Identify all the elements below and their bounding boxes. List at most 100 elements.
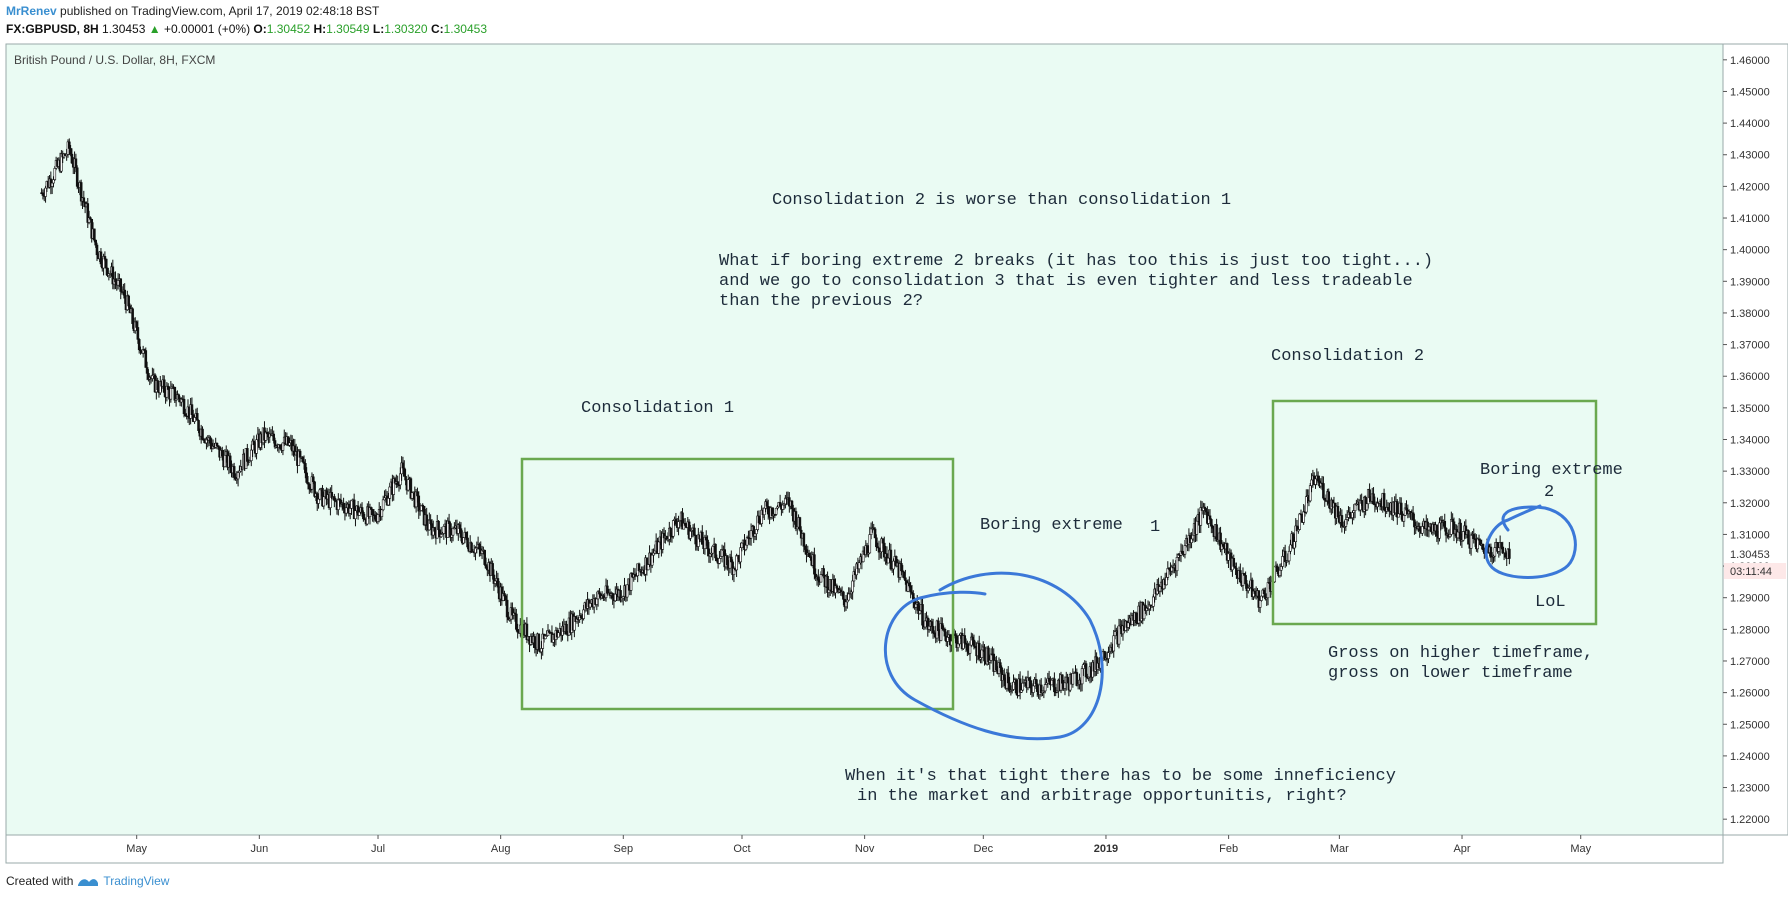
candle <box>329 487 332 516</box>
candle <box>939 617 943 642</box>
candle-body <box>718 558 721 564</box>
price-axis[interactable] <box>1722 43 1788 836</box>
candle <box>217 445 220 450</box>
candle-body <box>1467 530 1470 545</box>
x-tick-label: Feb <box>1219 843 1238 855</box>
candle-body <box>89 217 92 220</box>
candle-body <box>504 595 508 601</box>
y-tick-label: 1.32000 <box>1730 498 1770 510</box>
candle-body <box>1241 573 1245 586</box>
candle-body <box>94 239 97 246</box>
candle-body <box>1165 577 1168 586</box>
candle <box>958 633 961 647</box>
candle <box>1395 499 1399 525</box>
candle-body <box>861 550 865 563</box>
candle-body <box>963 635 967 644</box>
candle-body <box>613 593 617 602</box>
candle-body <box>611 593 614 599</box>
candle-body <box>484 564 488 569</box>
candle-body <box>464 531 468 539</box>
candle <box>82 190 86 207</box>
candle-body <box>689 530 692 539</box>
candle-body <box>114 278 117 283</box>
candle-body <box>826 575 829 593</box>
candle <box>139 346 142 355</box>
consolidation-2-box <box>1271 399 1598 626</box>
candle-body <box>1322 483 1325 499</box>
candle-body <box>447 520 451 524</box>
candle <box>137 338 141 354</box>
candle <box>99 248 103 268</box>
candle-body <box>369 507 373 510</box>
candle-body <box>223 454 227 468</box>
candle <box>1061 674 1064 691</box>
candle-body <box>228 455 232 468</box>
candle <box>671 520 675 539</box>
candle <box>1493 542 1497 562</box>
candle-body <box>74 158 78 169</box>
candle-body <box>1283 550 1287 563</box>
candle <box>1165 572 1168 586</box>
candle-body <box>1191 534 1195 540</box>
candle-body <box>1395 501 1399 518</box>
candle-body <box>106 267 109 276</box>
candle-body <box>1258 600 1262 608</box>
candle <box>1340 509 1344 533</box>
candle <box>131 307 134 329</box>
candle-body <box>238 470 241 473</box>
time-axis[interactable] <box>5 834 1724 864</box>
candle-body <box>437 520 440 531</box>
candle <box>718 550 721 565</box>
candle-body <box>1075 672 1079 686</box>
candle-body <box>921 604 924 626</box>
candle <box>1266 577 1270 606</box>
candle-body <box>358 511 361 516</box>
candle-body <box>79 182 83 202</box>
candle-body <box>348 508 352 514</box>
author-name[interactable]: MrRenev <box>6 4 57 18</box>
candle-body <box>418 510 422 512</box>
candle-body <box>1066 676 1069 683</box>
candle <box>1402 513 1406 528</box>
candle-body <box>1493 547 1497 557</box>
candle <box>421 503 425 513</box>
candle-body <box>1260 595 1263 601</box>
candle <box>1112 629 1116 658</box>
candle-body <box>1472 534 1476 539</box>
candle <box>273 437 277 450</box>
open-label: O: <box>253 22 267 36</box>
candle-body <box>1427 526 1431 531</box>
candle <box>794 507 798 532</box>
candle-body <box>1497 547 1501 552</box>
candle-body <box>941 623 944 630</box>
candle-body <box>544 635 547 640</box>
x-tick-label: Mar <box>1330 843 1349 855</box>
candle-body <box>1489 546 1493 558</box>
candle-body <box>123 289 126 299</box>
tradingview-brand-link[interactable]: TradingView <box>103 874 170 888</box>
candle <box>1444 527 1448 543</box>
candle-body <box>683 523 687 526</box>
candle <box>625 584 629 602</box>
candle <box>1183 539 1187 559</box>
candle <box>380 508 384 521</box>
candle-body <box>1107 652 1110 659</box>
candle-body <box>1063 682 1067 689</box>
candle <box>700 525 704 545</box>
candle <box>694 534 698 551</box>
candle <box>418 502 422 516</box>
candle-body <box>598 591 601 595</box>
candle-body <box>53 168 57 180</box>
candle-body <box>362 512 365 520</box>
annotation-question-line-3: than the previous 2? <box>719 292 923 311</box>
candle-body <box>1397 513 1400 518</box>
candle-body <box>844 601 848 608</box>
candle-body <box>180 398 183 403</box>
candle-body <box>781 504 785 510</box>
candle-body <box>1043 684 1047 692</box>
candle-body <box>383 497 386 501</box>
candle-body <box>451 528 455 536</box>
symbol-info: FX:GBPUSD, 8H 1.30453 ▲ +0.00001 (+0%) O… <box>6 22 487 36</box>
candle-body <box>406 479 410 491</box>
